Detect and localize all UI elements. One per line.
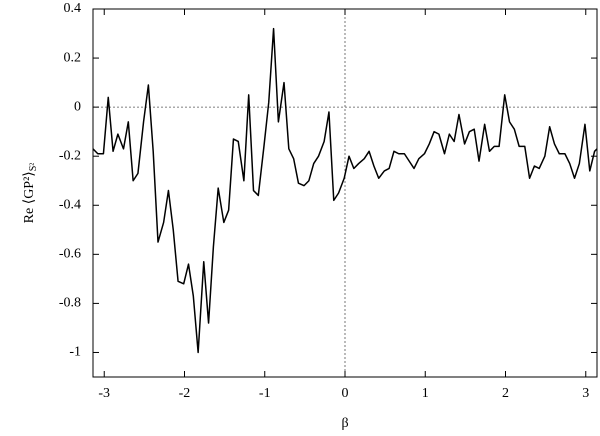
data-line [92, 27, 598, 354]
x-tick-label: 3 [582, 386, 589, 401]
y-axis-label-sub: S² [28, 163, 39, 172]
y-axis-label-main: Re ⟨GP²⟩ [22, 171, 37, 223]
y-tick-label: -0.8 [59, 296, 81, 311]
y-tick-label: 0.4 [64, 1, 82, 16]
y-tick-label: -0.2 [59, 148, 81, 163]
x-tick-label: 0 [342, 386, 349, 401]
plot-frame [92, 8, 598, 378]
y-tick-label: -1 [69, 345, 81, 360]
x-axis-label: β [341, 416, 348, 431]
y-tick-label: -0.4 [59, 197, 81, 212]
x-tick-label: 2 [502, 386, 509, 401]
x-tick-label: -1 [259, 386, 271, 401]
x-tick-label: -3 [98, 386, 110, 401]
y-tick-label: 0.2 [64, 50, 82, 65]
y-tick-label: 0 [74, 99, 81, 114]
x-tick-label: 1 [422, 386, 429, 401]
y-tick-label: -0.6 [59, 247, 81, 262]
y-axis-label: Re ⟨GP²⟩S² [22, 163, 39, 224]
x-tick-label: -2 [179, 386, 191, 401]
